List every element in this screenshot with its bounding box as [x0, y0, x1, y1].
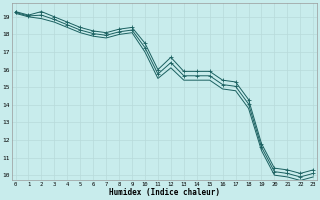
- X-axis label: Humidex (Indice chaleur): Humidex (Indice chaleur): [109, 188, 220, 197]
